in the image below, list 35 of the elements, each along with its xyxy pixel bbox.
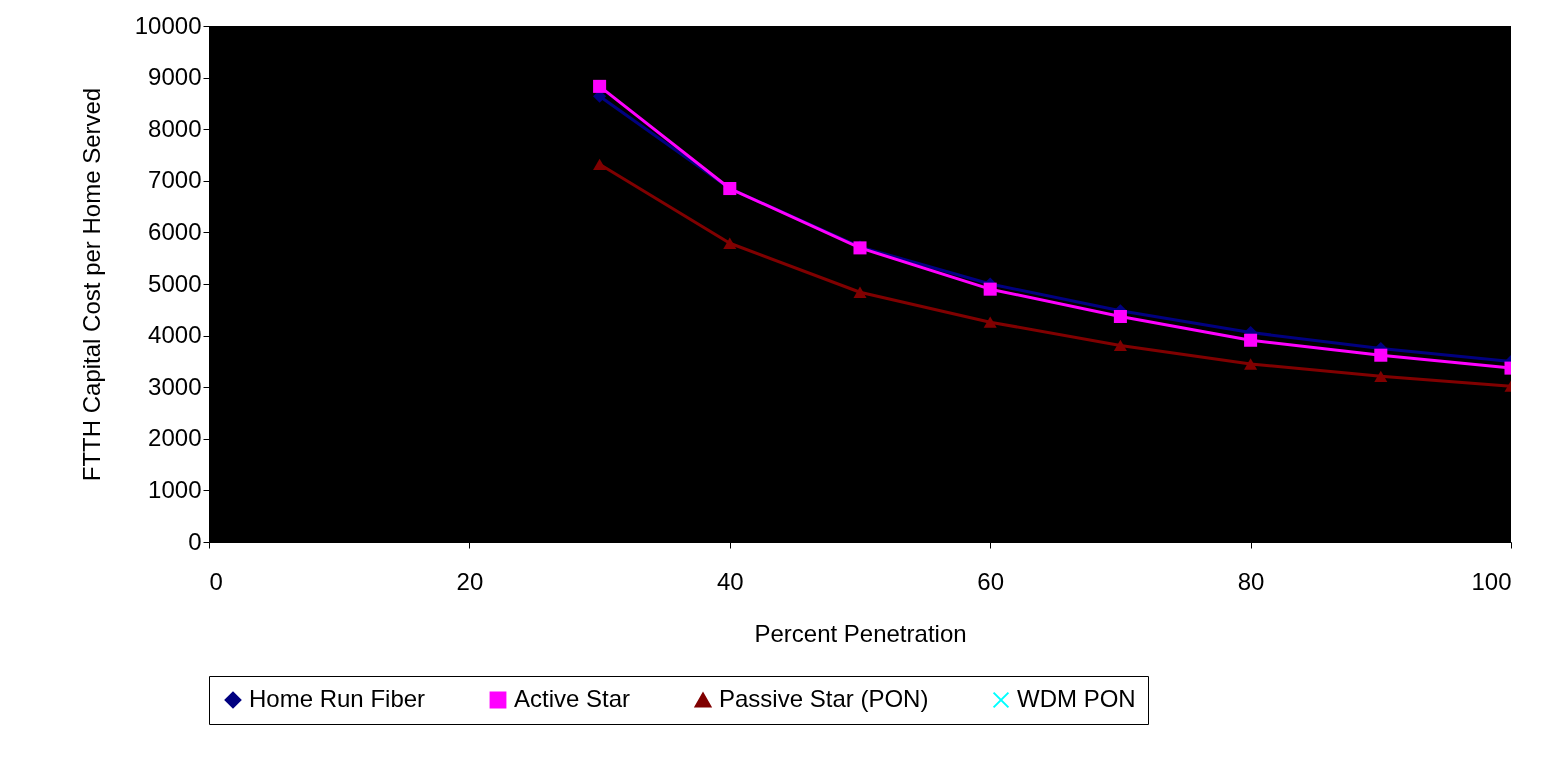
y-tick-label: 8000 [148, 114, 202, 142]
y-tick-label: 7000 [148, 166, 202, 194]
x-tick-label: 40 [716, 567, 744, 595]
y-tick-label: 3000 [148, 372, 202, 400]
legend-label: Passive Star (PON) [719, 685, 929, 712]
point [1113, 309, 1127, 324]
point [723, 237, 737, 249]
y-tick-label: 6000 [148, 217, 202, 245]
y-tick-label: 2000 [148, 424, 202, 452]
legend-label: WDM PON [1017, 685, 1136, 712]
y-tick-label: 4000 [148, 321, 202, 349]
legend-label: Active Star [514, 685, 631, 712]
point [1374, 348, 1388, 362]
point [1374, 370, 1388, 383]
point [593, 79, 607, 93]
x-axis-title: Percent Penetration [754, 619, 967, 647]
x-tick-label: 60 [977, 567, 1005, 595]
point [983, 316, 997, 328]
legend-label: Home Run Fiber [249, 685, 426, 712]
y-tick-label: 5000 [148, 269, 202, 297]
point [853, 286, 867, 298]
x-tick-label: 80 [1237, 567, 1265, 595]
x-tick-label: 0 [209, 567, 223, 595]
y-tick-label: 0 [188, 527, 202, 555]
y-tick-label: 9000 [148, 63, 202, 91]
point [1113, 339, 1127, 352]
point [593, 158, 607, 170]
point [983, 282, 997, 296]
x-tick-label: 20 [456, 567, 484, 595]
x-tick-label: 100 [1471, 567, 1512, 595]
y-axis-title: FTTH Capital Cost per Home Served [77, 87, 105, 482]
point [1244, 358, 1258, 370]
y-tick-label: 1000 [148, 475, 202, 503]
point [1244, 333, 1258, 347]
y-tick-label: 10000 [134, 11, 202, 39]
